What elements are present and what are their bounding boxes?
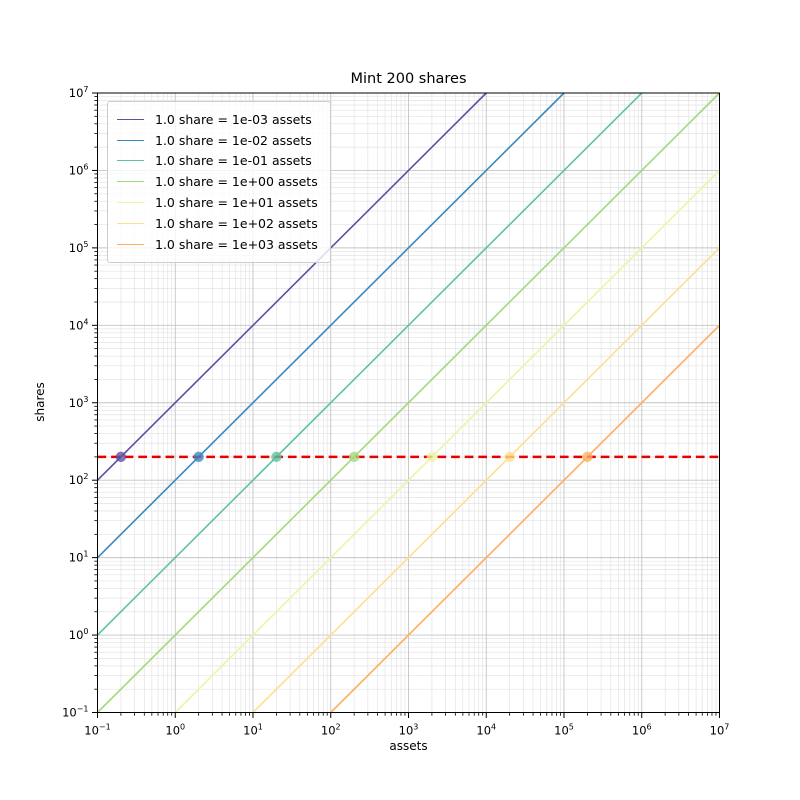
legend-item: 1.0 share = 1e-03 assets	[117, 109, 318, 130]
legend-item-label: 1.0 share = 1e-01 assets	[155, 153, 312, 169]
y-tick-label: 100	[69, 627, 89, 642]
y-tick-label: 107	[69, 85, 89, 100]
legend-item-label: 1.0 share = 1e-02 assets	[155, 132, 312, 148]
rate-line	[96, 92, 487, 481]
intersection-dot	[193, 451, 204, 463]
y-axis: 10−1 100 101 102 103 104 105 106 107	[62, 85, 98, 720]
legend-item: 1.0 share = 1e+01 assets	[117, 192, 318, 213]
intersection-markers	[115, 451, 593, 463]
y-tick-label: 105	[69, 240, 89, 255]
rate-line	[96, 92, 721, 714]
x-tick-label: 10−1	[84, 723, 110, 738]
intersection-dot	[115, 451, 127, 463]
legend-line-swatch	[117, 118, 144, 120]
rate-line	[96, 92, 643, 636]
intersection-dot	[426, 451, 438, 463]
x-tick-label: 104	[476, 723, 496, 738]
chart-title: Mint 200 shares	[350, 71, 467, 87]
legend-line-swatch	[117, 243, 144, 245]
legend-item-label: 1.0 share = 1e+01 assets	[155, 195, 318, 211]
legend-line-swatch	[117, 139, 144, 141]
y-tick-label: 102	[69, 472, 89, 487]
y-axis-label: shares	[33, 382, 47, 422]
y-tick-label: 103	[69, 395, 89, 410]
x-tick-label: 106	[632, 723, 652, 738]
legend-item: 1.0 share = 1e+00 assets	[117, 171, 318, 192]
x-tick-label: 101	[243, 723, 263, 738]
legend-item: 1.0 share = 1e+02 assets	[117, 213, 318, 234]
x-tick-label: 100	[165, 723, 185, 738]
legend-item-label: 1.0 share = 1e+00 assets	[155, 174, 318, 190]
legend: 1.0 share = 1e-03 assets 1.0 share = 1e-0…	[107, 101, 331, 263]
rate-line	[174, 169, 721, 714]
intersection-dot	[582, 451, 593, 463]
legend-item: 1.0 share = 1e-01 assets	[117, 151, 318, 172]
y-tick-label: 10−1	[62, 705, 88, 720]
legend-item-label: 1.0 share = 1e+03 assets	[155, 236, 318, 252]
x-tick-label: 107	[710, 723, 730, 738]
x-tick-label: 103	[399, 723, 419, 738]
y-tick-label: 104	[69, 317, 89, 332]
legend-line-swatch	[117, 181, 144, 183]
rate-line	[252, 247, 721, 714]
rate-line	[96, 92, 565, 559]
series-lines	[96, 92, 721, 714]
x-tick-label: 105	[554, 723, 574, 738]
legend-item-label: 1.0 share = 1e-03 assets	[155, 111, 312, 127]
legend-item: 1.0 share = 1e+03 assets	[117, 234, 318, 255]
legend-line-swatch	[117, 160, 144, 162]
intersection-dot	[271, 451, 282, 463]
x-axis: 10−1 100 101 102 103 104 105 106 107	[84, 712, 730, 738]
legend-line-swatch	[117, 202, 144, 204]
rate-line	[330, 324, 721, 714]
legend-line-swatch	[117, 222, 144, 224]
intersection-dot	[504, 451, 515, 463]
x-axis-label: assets	[389, 739, 428, 753]
x-tick-label: 102	[321, 723, 341, 738]
intersection-dot	[348, 451, 360, 463]
y-tick-label: 101	[69, 550, 89, 565]
y-tick-label: 106	[69, 162, 89, 177]
legend-item: 1.0 share = 1e-02 assets	[117, 130, 318, 151]
legend-item-label: 1.0 share = 1e+02 assets	[155, 215, 318, 231]
